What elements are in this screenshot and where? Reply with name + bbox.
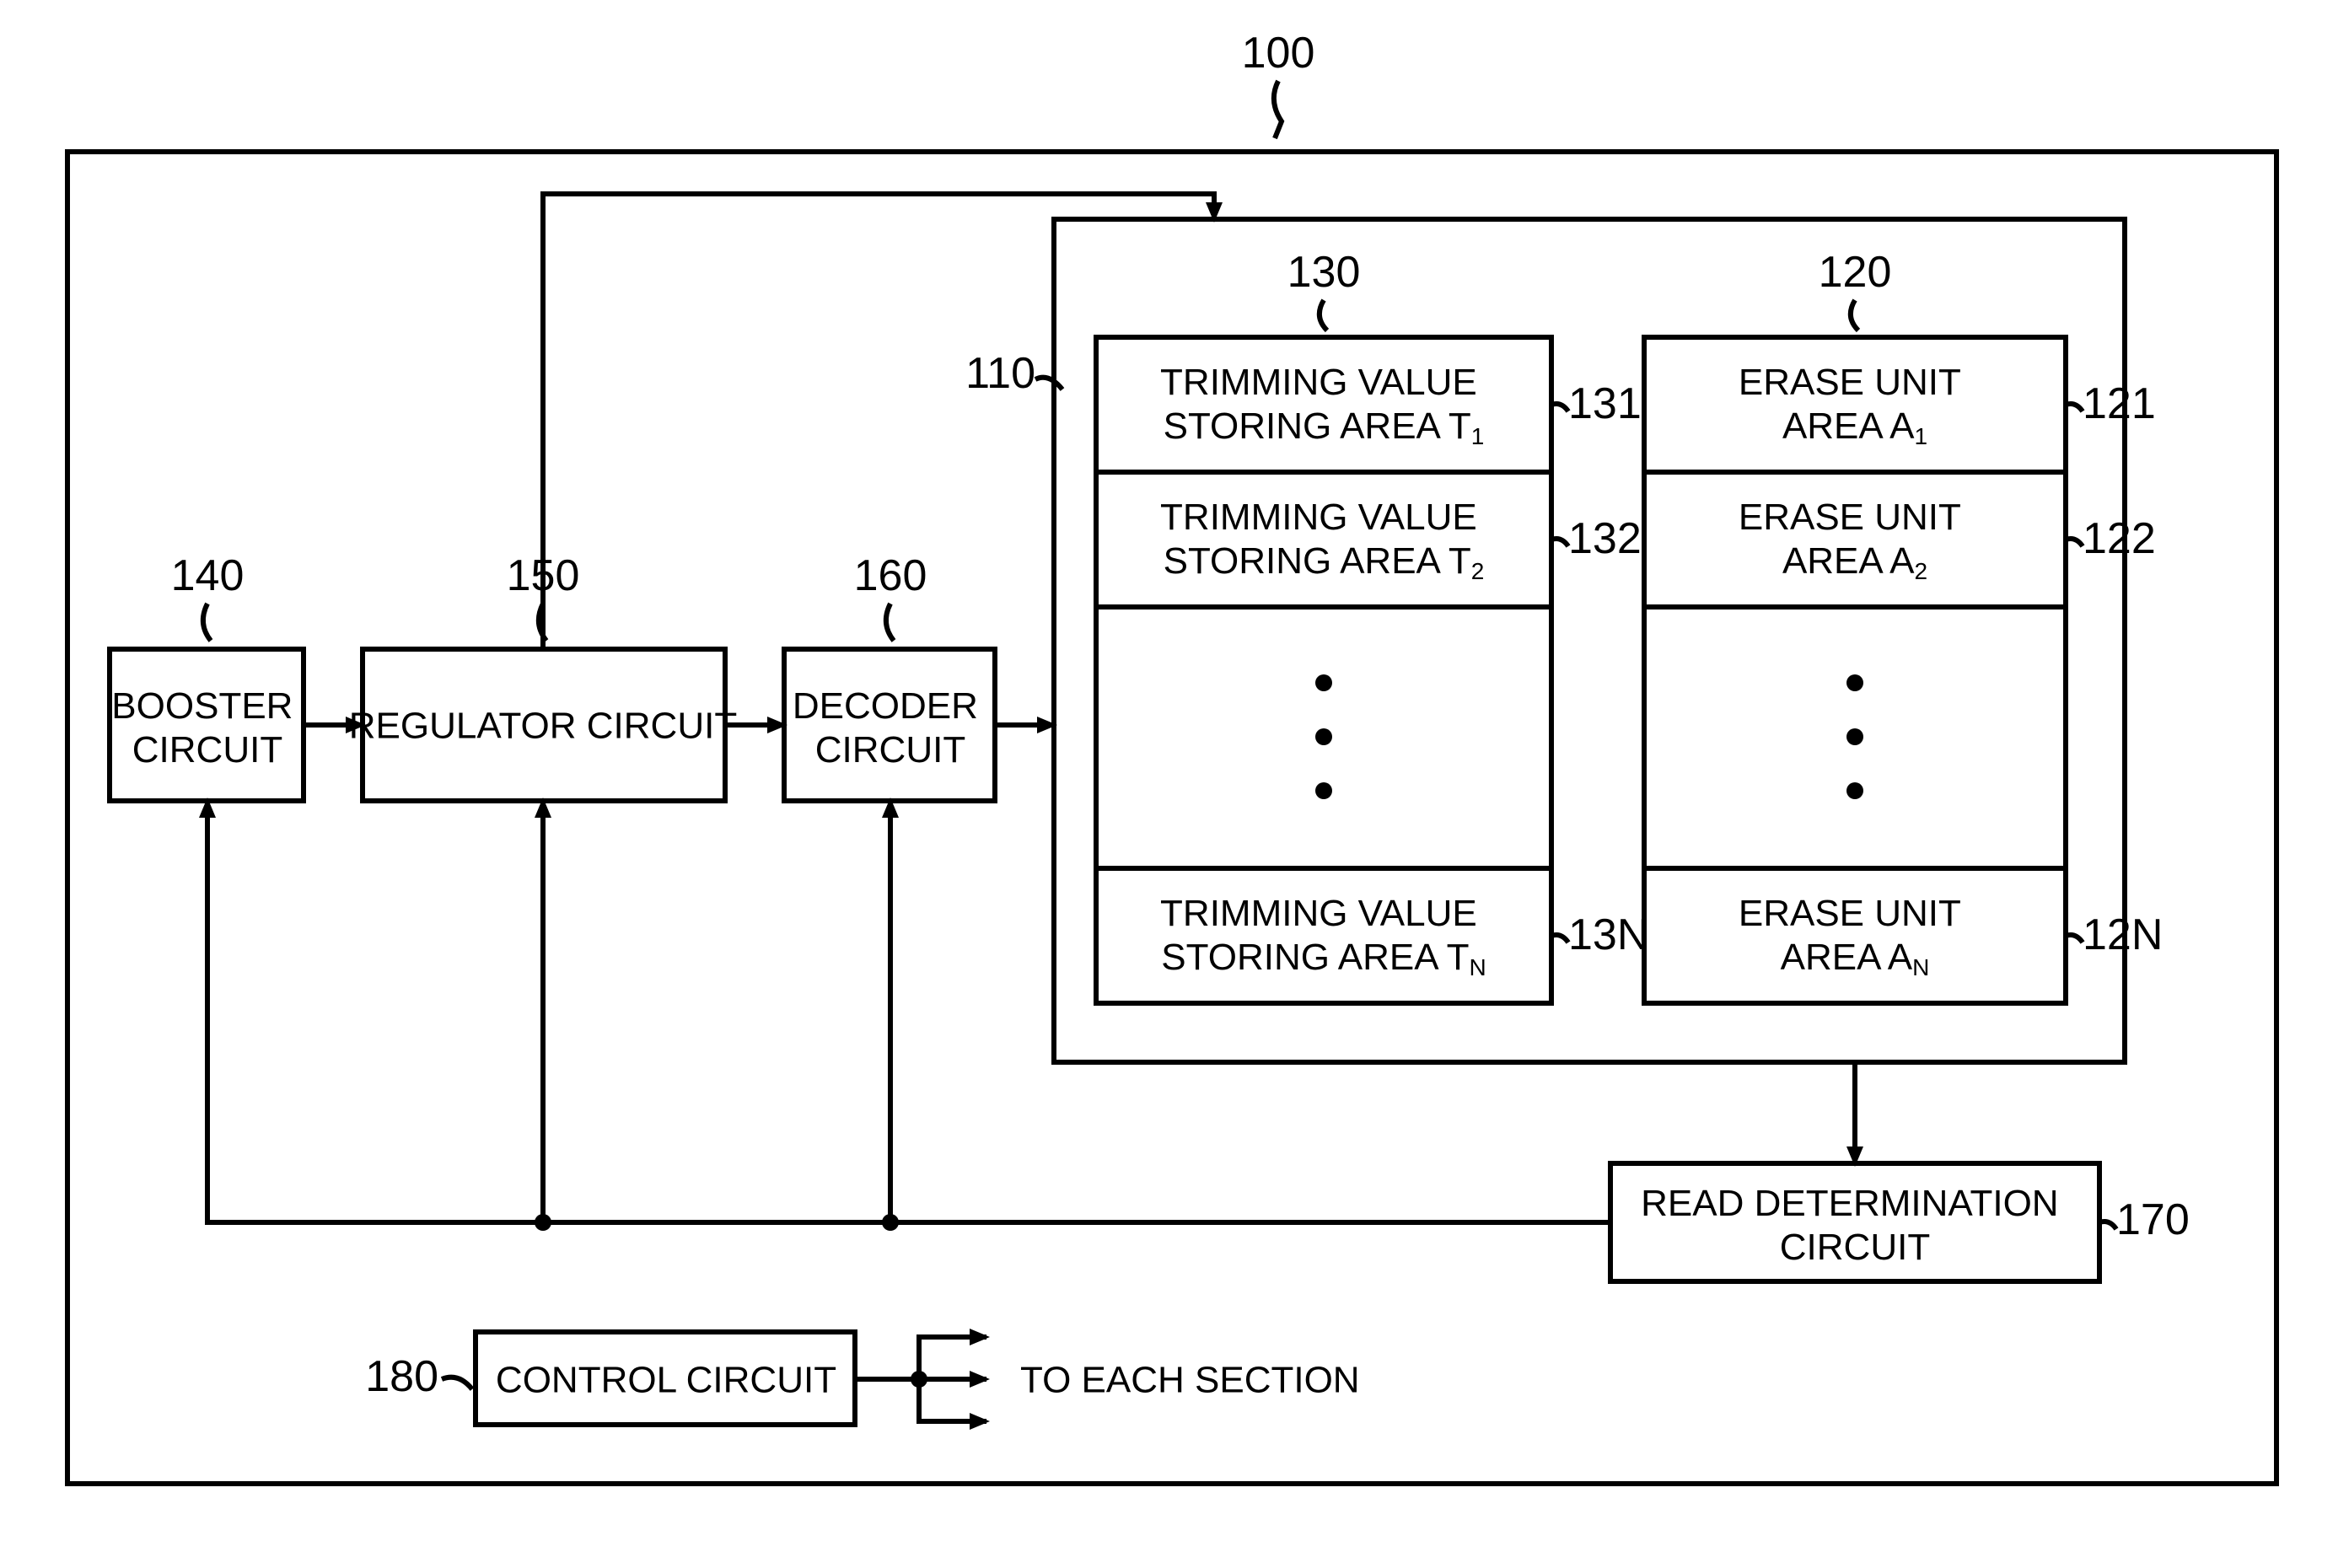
ref-main: 100 (1242, 29, 1315, 78)
ref-control: 180 (365, 1352, 438, 1401)
dot (1846, 728, 1863, 745)
junction-dot (882, 1214, 899, 1231)
ref-booster: 140 (171, 551, 245, 600)
ref-tn: 13N (1568, 910, 1648, 959)
block-diagram: 100 110 130 120 TRIMMING VALUE STORING A… (0, 0, 2349, 1568)
ref-an: 12N (2083, 910, 2163, 959)
to-each-section-label: TO EACH SECTION (1020, 1360, 1360, 1401)
ref-a1: 121 (2083, 379, 2156, 428)
ref-decoder: 160 (854, 551, 927, 600)
dot (1315, 728, 1332, 745)
regulator-label: REGULATOR CIRCUIT (349, 706, 737, 747)
dot (1315, 674, 1332, 691)
junction-dot (535, 1214, 551, 1231)
ref-erase-group: 120 (1819, 248, 1892, 297)
ref-read-det: 170 (2116, 1195, 2190, 1244)
trimming-t1-label: TRIMMING VALUE STORING AREA T1 (1160, 362, 1487, 450)
ref-memory-area: 110 (965, 349, 1035, 398)
ref-trimming-group: 130 (1287, 248, 1361, 297)
ref-t2: 132 (1568, 514, 1642, 563)
ref-a2: 122 (2083, 514, 2156, 563)
dot (1315, 782, 1332, 799)
trimming-t2-label: TRIMMING VALUE STORING AREA T2 (1160, 497, 1487, 585)
dot (1846, 674, 1863, 691)
ref-main-leader (1274, 81, 1282, 138)
trimming-tn-label: TRIMMING VALUE STORING AREA TN (1160, 893, 1487, 981)
control-label: CONTROL CIRCUIT (496, 1360, 836, 1401)
ref-t1: 131 (1568, 379, 1642, 428)
dot (1846, 782, 1863, 799)
